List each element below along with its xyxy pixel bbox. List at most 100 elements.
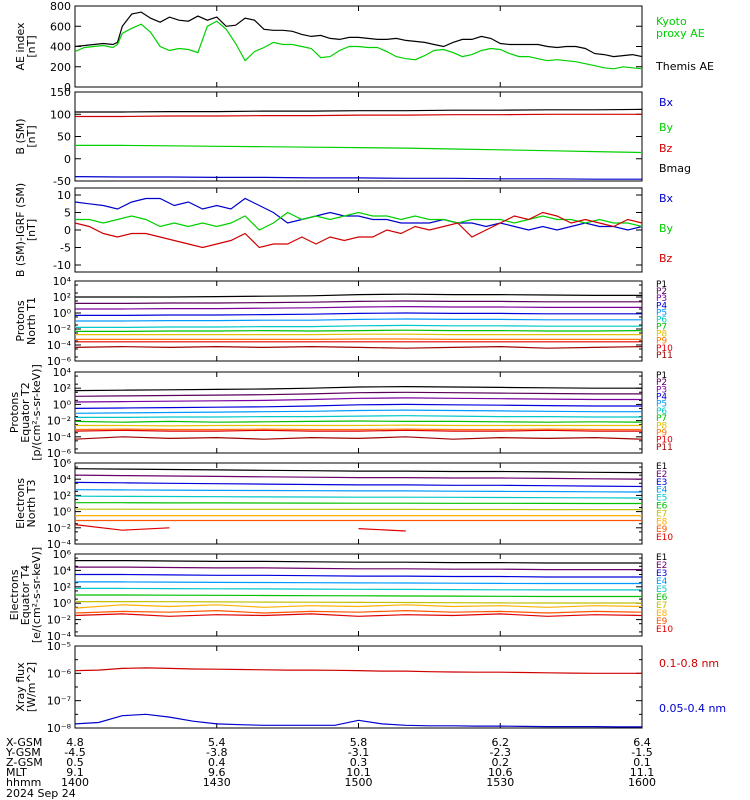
y-tick-label: 10⁰: [53, 398, 72, 411]
legend-e10: E10: [656, 533, 673, 543]
footer-value: 1500: [345, 776, 373, 789]
y-axis-title: Xray flux: [14, 662, 27, 712]
footer-value: 6.4: [633, 736, 651, 749]
series-p8: [75, 424, 642, 427]
series-bx: [74, 176, 642, 180]
footer-value: 0.5: [66, 756, 84, 769]
footer-value: 1430: [203, 776, 231, 789]
legend-e8: E8: [656, 609, 668, 619]
legend-e2: E2: [656, 561, 667, 571]
y-tick-label: 10⁶: [53, 548, 72, 561]
y-tick-label: 5: [64, 207, 71, 220]
y-tick-label: 10⁴: [53, 275, 72, 288]
footer-value: -3.8: [206, 746, 227, 759]
y-tick-label: 10⁻²: [47, 415, 71, 428]
legend-e6: E6: [656, 593, 668, 603]
footer-row-label: hhmm: [6, 776, 41, 789]
series-e1: [75, 560, 642, 564]
legend-by: By: [659, 121, 674, 134]
panel-b_igrf: -10 -5 0 5 10 B (SM)-IGRF (SM)[nT] Bx By Bz: [14, 183, 674, 277]
legend-bmag: Bmag: [659, 162, 691, 175]
y-axis-title: North T1: [25, 297, 38, 345]
footer-value: 6.2: [492, 736, 510, 749]
footer-value: 0.3: [350, 756, 368, 769]
series-p6: [75, 324, 642, 328]
y-tick-label: 10⁰: [53, 506, 72, 519]
y-tick-label: 10⁻²: [47, 522, 71, 535]
y-tick-label: 800: [50, 0, 71, 13]
legend-p7: P7: [656, 414, 667, 424]
series-e3: [74, 481, 643, 488]
legend-e3: E3: [656, 569, 667, 579]
y-tick-label: 10⁶: [53, 457, 72, 470]
y-axis-title: Protons: [8, 392, 21, 433]
footer-row-label: X-GSM: [6, 736, 42, 749]
footer-value: 5.8: [350, 736, 368, 749]
y-axis-title: Equator T4: [19, 565, 32, 625]
legend-p5: P5: [656, 400, 667, 410]
legend-p10: P10: [656, 344, 673, 354]
legend-p9: P9: [656, 428, 667, 438]
footer-value: 1400: [61, 776, 89, 789]
series-e6: [75, 502, 642, 505]
footer-row-label: MLT: [6, 766, 27, 779]
legend-e7: E7: [656, 509, 667, 519]
y-axis-title: [p/(cm²-s-sr-keV)]: [30, 364, 43, 461]
panel-frame: [74, 91, 643, 182]
legend-p2: P2: [656, 378, 667, 388]
legend-e5: E5: [656, 585, 667, 595]
legend-p2: P2: [656, 287, 667, 297]
footer-row-label: Z-GSM: [6, 756, 43, 769]
y-tick-label: -5: [60, 242, 71, 255]
y-tick-label: 10⁴: [53, 473, 72, 486]
legend-e10: E10: [656, 625, 673, 635]
legend-e3: E3: [656, 478, 667, 488]
series-e4: [75, 581, 642, 585]
y-axis-title: B (SM)-IGRF (SM): [14, 183, 27, 277]
y-tick-label: 10⁰: [53, 597, 72, 610]
y-axis-title: Equator T2: [19, 382, 32, 442]
footer-value: 0.2: [492, 756, 510, 769]
legend-e6: E6: [656, 502, 668, 512]
y-tick-label: 50: [57, 131, 71, 144]
y-tick-label: 10²: [53, 291, 71, 304]
y-tick-label: 10⁻⁷: [47, 695, 71, 708]
legend-e2: E2: [656, 470, 667, 480]
series-p11: [74, 345, 643, 349]
series-e6: [75, 594, 642, 598]
series-p7: [74, 420, 643, 423]
legend-p11: P11: [656, 443, 673, 453]
footer-value: 5.4: [208, 736, 226, 749]
legend-p8: P8: [656, 421, 667, 431]
y-tick-label: 10⁻²: [47, 614, 71, 627]
legend-e8: E8: [656, 517, 668, 527]
y-axis-title: [nT]: [25, 35, 38, 57]
legend-p6: P6: [656, 407, 667, 417]
legend-e9: E9: [656, 617, 668, 627]
y-tick-label: 150: [50, 86, 71, 99]
y-tick-label: 10⁴: [53, 564, 72, 577]
series-0-1-0-8-nm: [74, 667, 642, 674]
legend-bx: Bx: [659, 192, 674, 205]
footer-value: 0.4: [208, 756, 226, 769]
footer-value: 0.1: [633, 756, 651, 769]
y-tick-label: 100: [50, 108, 71, 121]
y-tick-label: 600: [50, 20, 71, 33]
y-tick-label: 10⁰: [53, 307, 72, 320]
legend-by: By: [659, 222, 674, 235]
y-tick-label: 10⁴: [53, 366, 72, 379]
series-e9: [74, 609, 643, 614]
y-axis-title: B (SM): [14, 118, 27, 154]
panel-b_sm: -50 0 50 100 150 B (SM)[nT] Bx By Bz Bmag: [14, 86, 691, 188]
legend-e4: E4: [656, 577, 668, 587]
series-bz: [74, 211, 643, 249]
series-e1: [74, 468, 643, 474]
legend-p5: P5: [656, 308, 667, 318]
legend-p6: P6: [656, 315, 667, 325]
series-p1: [74, 385, 642, 392]
